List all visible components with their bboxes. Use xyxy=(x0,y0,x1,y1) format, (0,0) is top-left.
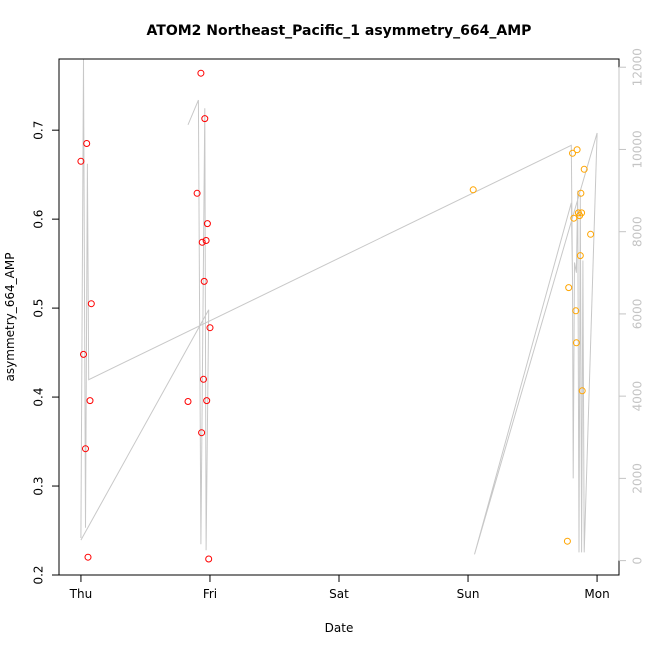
y-right-tick-label: 6000 xyxy=(631,299,645,330)
data-point xyxy=(577,189,585,197)
y-tick-label: 0.2 xyxy=(32,565,46,584)
data-point xyxy=(77,157,85,165)
data-point xyxy=(202,237,210,244)
data-point xyxy=(200,277,208,285)
data-point xyxy=(80,350,87,358)
y-right-tick-label: 2000 xyxy=(631,463,645,494)
data-point xyxy=(197,69,205,77)
x-tick-label: Fri xyxy=(203,587,217,601)
data-point xyxy=(569,149,576,157)
y-right-tick-label: 0 xyxy=(631,557,645,565)
x-tick-label: Thu xyxy=(69,587,93,601)
line-series xyxy=(80,58,598,555)
y-tick-label: 0.7 xyxy=(32,121,46,140)
y-axis-label: asymmetry_664_AMP xyxy=(3,253,17,382)
y-right-tick-label: 12000 xyxy=(631,48,645,86)
data-point xyxy=(572,307,580,315)
y-right-tick-label: 8000 xyxy=(631,216,645,247)
data-point xyxy=(83,140,91,147)
x-tick-label: Sun xyxy=(457,587,480,601)
y-axis-right: 0 2000 4000 6000 8000 10000 12000 xyxy=(618,48,645,565)
data-point xyxy=(578,209,586,217)
chart-title: ATOM2 Northeast_Pacific_1 asymmetry_664_… xyxy=(147,23,532,39)
y-tick-label: 0.6 xyxy=(32,210,46,229)
data-point xyxy=(203,397,211,405)
data-point xyxy=(565,284,573,292)
data-point xyxy=(184,398,192,405)
data-point xyxy=(87,300,95,308)
data-point xyxy=(193,189,201,197)
data-point xyxy=(572,339,580,347)
data-point xyxy=(563,537,571,545)
data-point xyxy=(201,115,209,123)
data-point xyxy=(205,555,213,563)
x-axis-label: Date xyxy=(325,621,354,635)
y-right-tick-label: 10000 xyxy=(631,130,645,168)
data-point xyxy=(570,214,578,222)
data-point xyxy=(580,165,588,173)
data-point xyxy=(86,397,94,405)
plot-area xyxy=(77,58,598,563)
line-series-segment xyxy=(80,99,210,551)
data-point xyxy=(576,252,584,260)
x-tick-label: Sat xyxy=(329,587,349,601)
x-tick-label: Mon xyxy=(584,587,609,601)
data-point xyxy=(198,238,206,246)
data-point xyxy=(206,324,214,332)
y-tick-label: 0.3 xyxy=(32,476,46,495)
y-tick-label: 0.4 xyxy=(32,388,46,407)
data-point xyxy=(578,387,586,395)
data-point xyxy=(573,146,581,154)
data-point xyxy=(198,429,206,437)
data-point xyxy=(82,445,89,453)
data-point xyxy=(469,186,477,194)
x-axis: Thu Fri Sat Sun Mon xyxy=(69,574,610,601)
y-tick-label: 0.5 xyxy=(32,299,46,318)
data-point xyxy=(587,230,595,238)
y-right-tick-label: 4000 xyxy=(631,381,645,412)
data-point xyxy=(84,553,92,561)
y-axis-left: 0.2 0.3 0.4 0.5 0.6 0.7 xyxy=(32,121,60,585)
data-point xyxy=(203,220,211,228)
data-point xyxy=(200,375,207,383)
